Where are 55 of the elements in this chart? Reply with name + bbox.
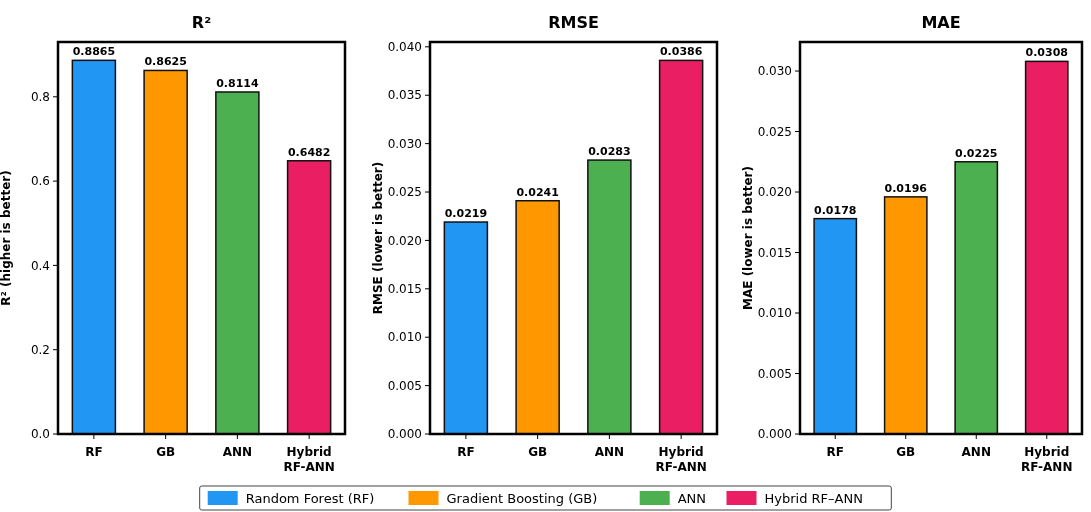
x-tick-label: ANN [961,445,991,459]
legend-label: Gradient Boosting (GB) [446,490,598,506]
y-tick-label: 0.2 [30,342,50,357]
x-tick-label: RF [85,445,103,459]
y-tick-label: 0.020 [387,233,422,248]
y-tick-label: 0.000 [387,427,422,442]
data-label: 0.0219 [444,207,488,221]
chart-title: MAE [921,13,961,32]
y-tick-label: 0.025 [387,185,422,200]
y-tick-label: 0.010 [387,330,422,345]
x-tick-label: GB [896,445,916,459]
legend-label: Hybrid RF–ANN [764,490,863,506]
data-label: 0.0178 [814,203,857,217]
y-tick-label: 0.015 [387,282,422,297]
x-tick-label: ANN [222,445,253,459]
y-axis-title: R² (higher is better) [0,170,13,306]
x-tick-label: Hybrid RF-ANN [283,445,335,474]
x-tick-label: Hybrid RF-ANN [1021,445,1073,474]
data-label: 0.0241 [516,185,559,199]
x-tick-label: RF [457,445,475,459]
y-tick-label: 0.005 [387,378,422,393]
y-tick-label: 0.030 [757,64,792,79]
x-tick-label: Hybrid RF-ANN [655,445,707,474]
y-tick-label: 0.035 [387,88,422,103]
data-label: 0.6482 [287,145,331,159]
y-axis-title: MAE (lower is better) [741,166,755,310]
y-tick-label: 0.4 [30,258,50,273]
y-tick-label: 0.020 [757,185,792,200]
data-label: 0.0196 [884,181,928,195]
data-label: 0.0283 [588,145,631,159]
data-label: 0.0225 [955,146,998,160]
data-label: 0.8865 [72,45,116,59]
y-tick-label: 0.005 [757,366,792,381]
y-tick-label: 0.030 [387,136,422,151]
x-tick-label: RF [826,445,844,459]
legend-label: ANN [677,490,707,506]
chart-title: R² [191,13,212,32]
y-tick-label: 0.015 [757,245,792,260]
x-tick-label: ANN [594,445,625,459]
data-label: 0.0386 [659,45,703,59]
data-label: 0.0308 [1025,46,1068,60]
data-label: 0.8114 [216,76,259,90]
chart-title: RMSE [548,13,599,32]
x-tick-label: GB [156,445,176,459]
x-tick-label: GB [528,445,548,459]
y-tick-label: 0.010 [757,306,792,321]
data-label: 0.8625 [144,55,187,69]
legend-label: Random Forest (RF) [245,490,375,506]
y-tick-label: 0.025 [757,124,792,139]
y-tick-label: 0.8 [30,90,50,104]
y-tick-label: 0.040 [387,40,422,55]
y-tick-label: 0.0 [30,427,50,442]
y-axis-title: RMSE (lower is better) [371,161,385,315]
y-tick-label: 0.000 [757,427,792,442]
y-tick-label: 0.6 [30,174,50,189]
